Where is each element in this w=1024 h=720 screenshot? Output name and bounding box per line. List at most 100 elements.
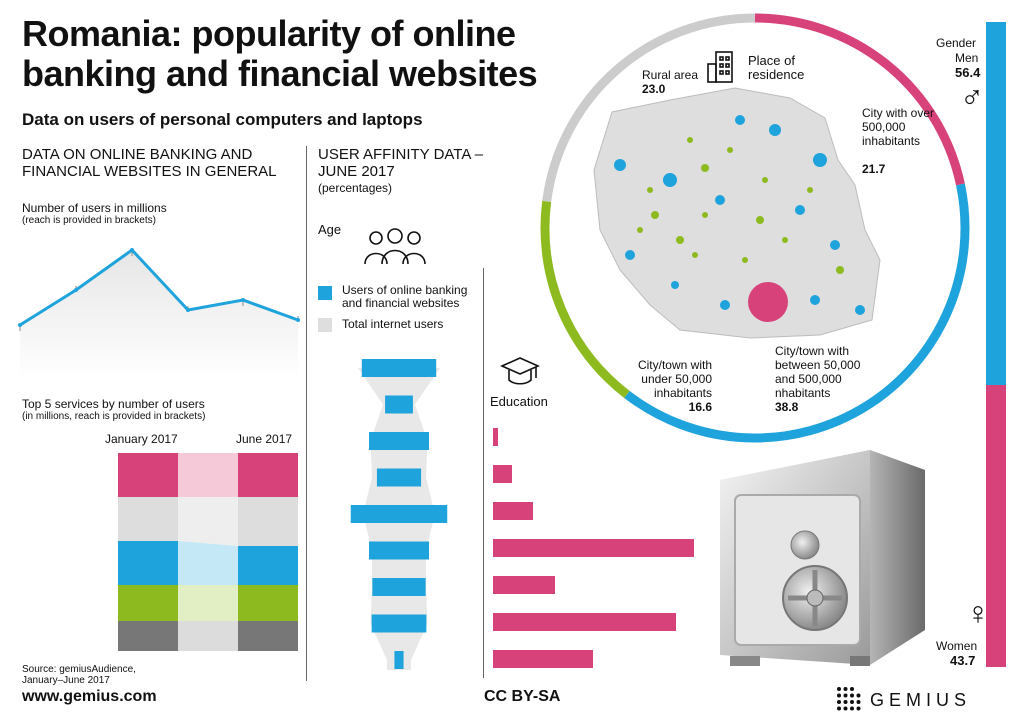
age-label: Age <box>318 222 342 237</box>
education-bar <box>493 613 676 631</box>
top5-ribbon <box>178 453 238 497</box>
footer-license: CC BY-SA <box>484 688 561 705</box>
age-chart <box>350 359 448 670</box>
jan-box <box>118 453 178 497</box>
users-point <box>296 318 300 322</box>
age-bar <box>369 541 429 560</box>
top5-subtitle: (in millions, reach is provided in brack… <box>22 411 206 422</box>
map-city-dot <box>625 250 635 260</box>
age-bar <box>361 359 437 377</box>
education-bar <box>493 428 499 446</box>
age-bar <box>350 505 448 523</box>
users-point <box>74 288 78 292</box>
map-city-dot <box>676 236 684 244</box>
map-city-dot <box>810 295 820 305</box>
male-icon: ♂ <box>960 79 984 115</box>
map-city-dot <box>614 159 626 171</box>
source-note: Source: gemiusAudience, January–June 201… <box>22 664 136 686</box>
users-point <box>186 308 190 312</box>
left-section-title: DATA ON ONLINE BANKING AND FINANCIAL WEB… <box>22 146 277 180</box>
logo-dot <box>843 693 848 698</box>
rural-label: Rural area <box>642 68 699 82</box>
top5-title: Top 5 services by number of users <box>22 397 205 411</box>
jan-box <box>118 621 178 651</box>
women-value: 43.7 <box>950 653 976 668</box>
map-city-dot <box>830 240 840 250</box>
jun-box <box>238 585 298 621</box>
map-city-dot <box>813 153 827 167</box>
map-city-dot <box>769 124 781 136</box>
education-label: Education <box>490 394 548 409</box>
map-city-dot <box>651 211 659 219</box>
residence-donut <box>540 13 970 443</box>
map-city-dot <box>742 257 748 263</box>
gender-bar-men <box>986 22 1006 386</box>
rural-value: 23.0 <box>642 82 666 96</box>
col-january: January 2017 <box>105 432 178 446</box>
city50500-value: 38.8 <box>775 400 799 414</box>
users-line <box>19 248 299 327</box>
jan-box <box>118 497 178 541</box>
legend-online-label: Users of online banking and financial we… <box>342 283 468 310</box>
users-title: Number of users in millions <box>22 201 167 215</box>
map-city-dot <box>663 173 677 187</box>
gemius-logo-icon <box>837 687 861 711</box>
map-city-dot <box>762 177 768 183</box>
age-bar <box>369 432 429 450</box>
map-city-dot <box>701 164 709 172</box>
map-city-dot <box>727 147 733 153</box>
bucharest-marker <box>748 282 788 322</box>
legend-total-label: Total internet users <box>342 317 444 331</box>
men-label: Men <box>955 51 979 65</box>
jun-box <box>238 546 298 585</box>
col-june: June 2017 <box>236 432 293 446</box>
age-bar <box>371 614 427 633</box>
map-city-dot <box>756 216 764 224</box>
map-city-dot <box>735 115 745 125</box>
place-of-residence-label: Place of residence <box>748 53 805 82</box>
logo-dot <box>843 687 848 691</box>
education-bar <box>493 465 512 483</box>
map-city-dot <box>807 187 813 193</box>
logo-dot <box>843 706 848 711</box>
graduation-cap-icon <box>500 357 540 385</box>
logo-dot <box>837 706 841 711</box>
users-point <box>241 298 245 302</box>
divider-middle <box>483 268 484 678</box>
logo-dot <box>850 706 854 711</box>
map-city-dot <box>836 266 844 274</box>
legend-online-swatch <box>318 286 332 300</box>
education-bar <box>493 650 594 668</box>
age-bar <box>385 395 413 414</box>
residence-segment <box>624 183 970 443</box>
city500-value: 21.7 <box>862 162 886 176</box>
top5-ribbon <box>178 585 238 621</box>
residence-segment <box>754 13 965 186</box>
age-bar <box>394 651 404 669</box>
safe-illustration <box>720 450 925 666</box>
page-subtitle: Data on users of personal computers and … <box>22 110 423 129</box>
city50500-label: City/town with between 50,000 and 500,00… <box>775 344 861 400</box>
map-city-dot <box>720 300 730 310</box>
logo-dot <box>856 693 861 698</box>
jun-box <box>238 453 298 497</box>
residence-segment <box>542 13 756 202</box>
map-city-dot <box>782 237 788 243</box>
map-city-dot <box>715 195 725 205</box>
users-point <box>130 248 134 252</box>
people-icon <box>364 228 426 265</box>
jan-box <box>118 585 178 621</box>
cityunder-value: 16.6 <box>688 400 712 414</box>
map-city-dot <box>647 187 653 193</box>
logo-dot <box>837 693 841 698</box>
map-city-dot <box>702 212 708 218</box>
users-point <box>18 323 22 327</box>
logo-dot <box>837 700 841 704</box>
education-bar <box>493 576 555 594</box>
map-city-dot <box>637 227 643 233</box>
residence-segment <box>540 200 630 398</box>
city500-label: City with over 500,000 inhabitants <box>862 106 935 148</box>
top5-ribbon <box>178 541 238 585</box>
age-bar <box>372 578 426 596</box>
women-label: Women <box>936 639 978 653</box>
